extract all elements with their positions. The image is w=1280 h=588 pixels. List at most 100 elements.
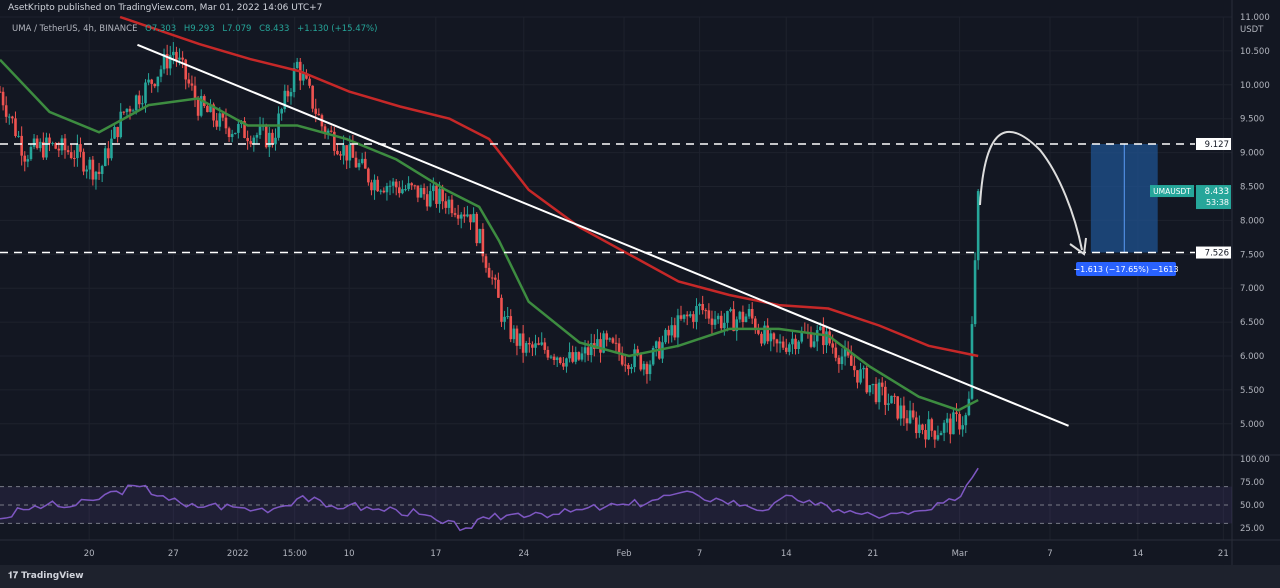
rsi-tick-label: 100.00 (1240, 455, 1270, 465)
candle-body (682, 314, 686, 319)
logo-icon: 𝟏𝟕 (8, 571, 22, 581)
candle-body (351, 144, 355, 158)
candle-body (549, 356, 553, 358)
time-tick-label: 7 (697, 549, 702, 559)
time-tick-label: 27 (168, 549, 179, 559)
candle-body (45, 137, 48, 158)
candle-body (512, 328, 516, 340)
candle-body (757, 330, 760, 334)
candle-body (670, 325, 674, 336)
candle-body (466, 214, 469, 217)
candle-body (645, 363, 649, 375)
candle-body (701, 304, 704, 311)
candle-body (391, 181, 395, 186)
candle-body (760, 333, 763, 344)
candle-body (0, 91, 2, 93)
candle-body (38, 141, 42, 149)
candle-body (69, 152, 73, 159)
candle-body (899, 405, 903, 419)
candle-body (639, 353, 643, 370)
candle-body (422, 187, 426, 195)
candle-body (156, 76, 160, 87)
candle-body (664, 329, 667, 343)
candle-body (552, 356, 556, 361)
candle-body (199, 96, 203, 116)
candle-body (292, 68, 296, 93)
candle-body (871, 383, 875, 386)
candle-body (100, 166, 104, 174)
candle-body (791, 338, 794, 345)
candle-body (528, 343, 531, 345)
candle-body (373, 179, 376, 191)
projection-arrow (979, 130, 1083, 251)
high-value: H9.293 (183, 24, 215, 34)
price-tick-label: 9.500 (1240, 115, 1264, 125)
candle-body (608, 338, 612, 340)
candle-body (410, 183, 413, 186)
candle-body (493, 277, 497, 280)
candle-body (599, 339, 602, 353)
candle-body (131, 110, 135, 112)
candle-body (887, 403, 890, 405)
candle-body (574, 352, 578, 362)
candle-body (880, 382, 884, 387)
candle-body (54, 143, 58, 149)
candle-body (360, 158, 364, 164)
candle-body (596, 339, 599, 349)
candle-body (630, 367, 633, 369)
candle-body (363, 158, 367, 169)
candle-body (772, 333, 776, 340)
candle-body (911, 410, 915, 418)
candle-body (964, 415, 968, 426)
candle-body (382, 190, 386, 193)
candle-body (580, 353, 584, 360)
candle-body (896, 396, 899, 419)
candle-body (741, 311, 745, 323)
candle-body (107, 148, 110, 159)
price-tick-label: 10.000 (1240, 81, 1270, 91)
candle-body (357, 163, 361, 168)
candle-body (280, 109, 283, 114)
tradingview-logo[interactable]: 𝟏𝟕 TradingView (8, 571, 84, 581)
candle-body (667, 329, 670, 336)
candle-body (775, 339, 779, 344)
candle-body (914, 417, 918, 434)
candle-body (4, 105, 8, 117)
candle-body (763, 325, 766, 344)
candle-body (193, 85, 197, 100)
candle-body (184, 59, 188, 80)
candle-body (537, 343, 540, 345)
symbol-label[interactable]: UMA / TetherUS, 4h, BINANCE (12, 24, 138, 34)
candle-body (518, 333, 522, 346)
candle-body (153, 83, 157, 87)
candle-body (463, 214, 466, 217)
candle-body (401, 189, 404, 194)
candle-body (76, 144, 79, 159)
candle-body (258, 126, 262, 135)
candle-body (970, 324, 974, 399)
candle-body (441, 188, 444, 202)
candle-body (32, 138, 36, 147)
candle-body (218, 113, 222, 127)
candle-body (227, 128, 231, 138)
candle-body (856, 370, 859, 383)
candle-body (255, 134, 259, 138)
candle-body (945, 418, 949, 423)
candle-body (831, 343, 834, 348)
candle-body (249, 141, 253, 145)
candle-body (165, 53, 169, 69)
candle-body (206, 106, 209, 113)
candle-body (853, 365, 856, 371)
candle-body (385, 186, 389, 193)
candle-body (738, 311, 742, 320)
level-label: 9.127 (1205, 140, 1229, 150)
candle-body (348, 144, 352, 161)
candle-body (7, 116, 11, 118)
candle-body (407, 183, 410, 190)
candle-body (252, 137, 256, 145)
time-tick-label: 14 (781, 549, 792, 559)
candle-body (967, 398, 971, 416)
candle-body (243, 121, 246, 138)
